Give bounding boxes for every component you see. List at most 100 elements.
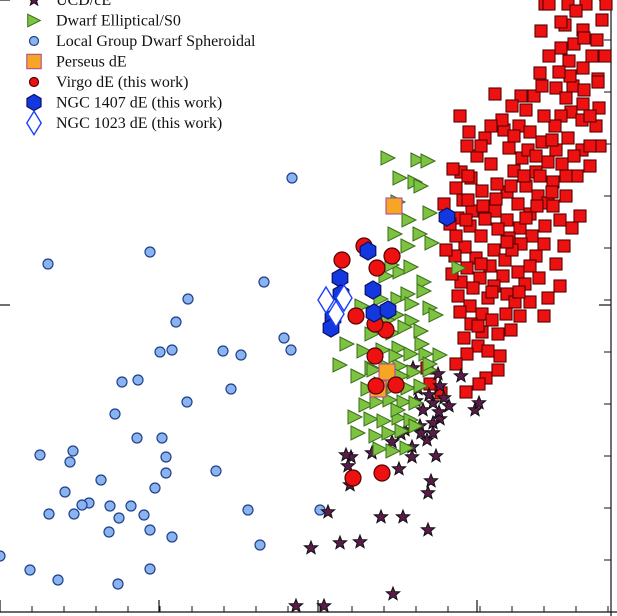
data-point — [420, 153, 437, 169]
data-point — [410, 152, 427, 168]
data-point — [462, 125, 476, 139]
data-point — [413, 378, 430, 394]
data-point — [412, 226, 429, 242]
legend-entry: Virgo dE (this work) — [28, 74, 189, 91]
data-point — [431, 403, 447, 419]
data-point — [366, 347, 384, 365]
data-point — [364, 280, 382, 300]
data-point — [369, 394, 386, 410]
data-point — [552, 65, 566, 79]
data-point — [385, 197, 403, 215]
data-point — [438, 207, 456, 227]
data-point — [595, 13, 609, 27]
data-point — [585, 49, 599, 63]
data-point — [453, 305, 467, 319]
data-point — [460, 347, 474, 361]
data-point — [472, 377, 486, 391]
data-point — [475, 184, 489, 198]
data-point — [446, 162, 460, 176]
data-point — [288, 597, 304, 613]
data-point — [359, 241, 377, 261]
data-point — [131, 432, 143, 444]
data-point — [579, 0, 593, 11]
legend-label: Perseus dE — [56, 54, 127, 71]
data-point — [457, 331, 471, 345]
data-point — [404, 313, 421, 329]
data-point — [235, 349, 247, 361]
data-point — [535, 79, 549, 93]
data-point — [565, 221, 579, 235]
data-point — [166, 531, 178, 543]
data-point — [548, 119, 562, 133]
data-point — [498, 253, 512, 267]
data-point — [399, 440, 416, 456]
data-point — [523, 259, 537, 273]
data-point — [392, 170, 409, 186]
data-point — [404, 448, 420, 464]
data-point — [513, 309, 527, 323]
data-point — [286, 172, 298, 184]
data-point — [258, 276, 270, 288]
data-point — [559, 189, 573, 203]
data-point — [563, 69, 577, 83]
data-point — [425, 394, 441, 410]
data-point — [523, 295, 537, 309]
legend-entry: NGC 1407 dE (this work) — [26, 93, 222, 112]
data-point — [496, 269, 510, 283]
data-point — [461, 169, 475, 183]
data-point — [376, 413, 393, 429]
data-point — [489, 192, 503, 206]
data-point — [404, 296, 421, 312]
data-point — [484, 119, 498, 133]
data-point — [138, 509, 150, 521]
data-point — [414, 336, 431, 352]
data-point — [112, 578, 124, 590]
data-point — [420, 484, 436, 500]
data-point — [573, 209, 587, 223]
data-point — [331, 268, 349, 288]
data-point — [285, 344, 297, 356]
data-point — [64, 456, 76, 468]
data-point — [517, 169, 531, 183]
data-point — [525, 229, 539, 243]
data-point — [599, 0, 613, 11]
data-point — [385, 443, 402, 459]
data-point — [488, 87, 502, 101]
data-point — [534, 24, 548, 38]
data-point — [541, 155, 555, 169]
data-point — [460, 139, 474, 153]
data-point — [559, 169, 573, 183]
data-point — [425, 414, 441, 430]
data-point — [339, 336, 356, 352]
data-point — [576, 61, 590, 75]
data-point — [537, 109, 551, 123]
data-point — [423, 472, 439, 488]
legend-marker — [27, 13, 42, 28]
legend-label: Dwarf Elliptical/S0 — [56, 13, 181, 30]
data-point — [561, 131, 575, 145]
data-point — [408, 418, 425, 434]
data-point — [388, 348, 405, 364]
data-point — [335, 283, 353, 313]
legend: UCD/cE Dwarf Elliptical/S0 Local Group Dwa… — [25, 0, 256, 137]
data-point — [52, 574, 64, 586]
data-point — [422, 356, 439, 372]
legend-marker — [29, 0, 39, 7]
data-point — [583, 159, 597, 173]
data-point — [365, 303, 383, 323]
data-point — [559, 91, 573, 105]
data-point — [553, 213, 567, 227]
data-point — [451, 260, 468, 276]
data-point — [428, 307, 445, 323]
series-1 — [332, 150, 468, 459]
series-7 — [420, 0, 613, 400]
data-point — [327, 299, 345, 329]
data-point — [278, 332, 290, 344]
data-point — [591, 75, 605, 89]
data-point — [116, 376, 128, 388]
data-point — [466, 281, 480, 295]
legend-marker — [26, 93, 42, 112]
data-point — [583, 139, 597, 153]
data-point — [471, 394, 487, 410]
